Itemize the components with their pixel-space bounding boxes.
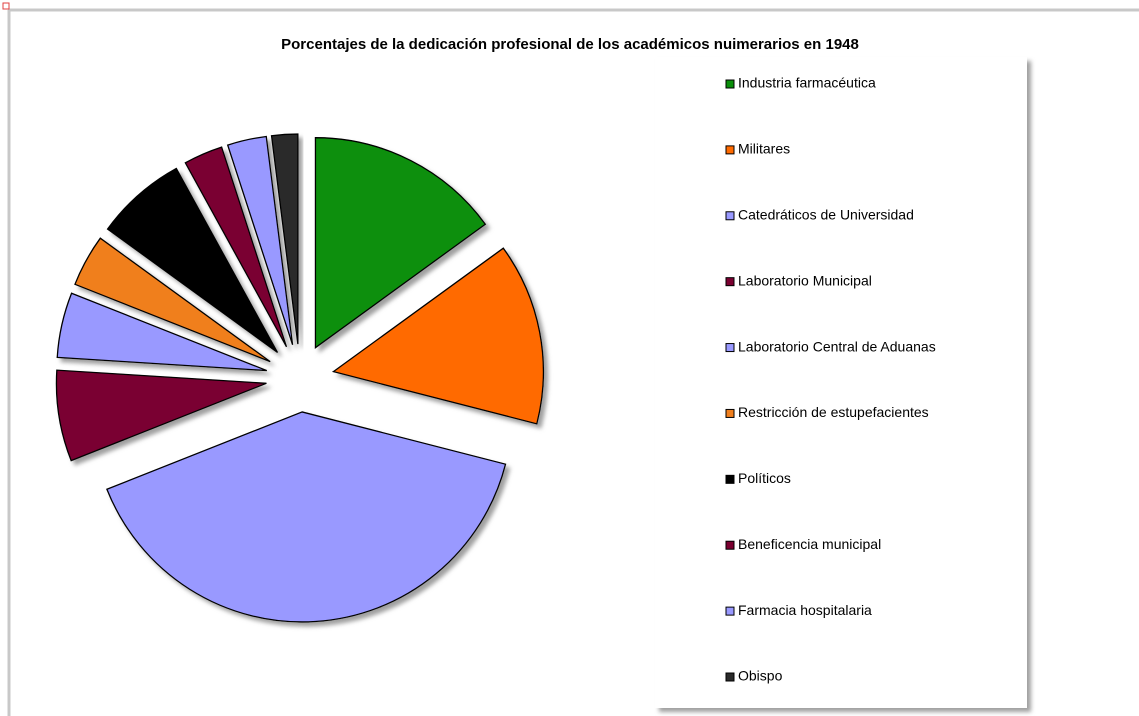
legend-swatch — [726, 607, 734, 615]
legend-label: Restricción de estupefacientes — [738, 404, 929, 420]
legend-label: Catedráticos de Universidad — [738, 206, 914, 222]
chart-title: Porcentajes de la dedicación profesional… — [281, 36, 859, 53]
legend-swatch — [726, 344, 734, 352]
pie-slice — [107, 412, 506, 622]
legend-swatch — [726, 80, 734, 88]
legend-label: Políticos — [738, 470, 791, 486]
legend-label: Obispo — [738, 668, 783, 684]
legend-swatch — [726, 673, 734, 681]
chart: Porcentajes de la dedicación profesional… — [0, 0, 1139, 716]
legend-swatch — [726, 409, 734, 417]
legend-label: Farmacia hospitalaria — [738, 602, 872, 618]
legend-swatch — [726, 475, 734, 483]
legend-label: Beneficencia municipal — [738, 536, 881, 552]
legend-label: Militares — [738, 141, 790, 157]
pie — [56, 134, 543, 622]
legend-label: Industria farmacéutica — [738, 75, 876, 91]
legend-swatch — [726, 146, 734, 154]
legend-label: Laboratorio Municipal — [738, 272, 872, 288]
legend-swatch — [726, 212, 734, 220]
frame-handle — [3, 3, 9, 9]
legend-swatch — [726, 541, 734, 549]
page: Porcentajes de la dedicación profesional… — [0, 0, 1139, 716]
legend-label: Laboratorio Central de Aduanas — [738, 338, 936, 354]
legend-swatch — [726, 278, 734, 286]
